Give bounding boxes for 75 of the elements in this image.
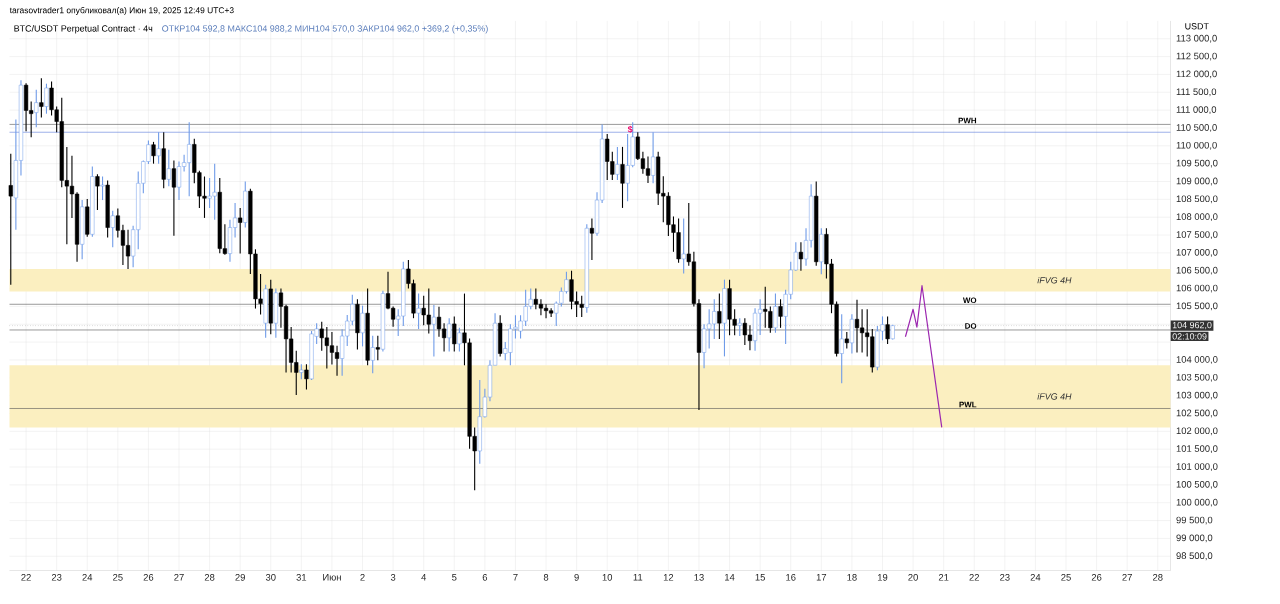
x-tick-label: 27 [1122,573,1132,581]
x-tick-label: 12 [663,573,674,581]
x-tick-label: 24 [1030,573,1041,581]
x-tick-label: 22 [969,573,980,581]
y-tick-label: 108 000,0 [1176,213,1218,221]
x-tick-label: 26 [143,573,154,581]
y-tick-label: 110 000,0 [1176,141,1217,150]
x-tick-label: 25 [1061,573,1071,581]
x-tick-label: 7 [513,573,518,581]
x-tick-label: 28 [1152,573,1163,581]
y-tick-label: 108 500,0 [1176,195,1218,204]
x-tick-label: 9 [574,573,579,581]
x-tick-label: 4 [421,573,427,581]
ref-line-label: 104 962,0 [1172,321,1212,330]
y-tick-label: 99 500,0 [1176,516,1213,525]
x-tick-label: 3 [390,573,396,581]
x-tick-label: 17 [816,573,827,581]
y-tick-label: 113 000,0 [1176,34,1217,43]
y-tick-label: 98 500,0 [1176,552,1213,560]
y-tick-label: 109 000,0 [1176,177,1218,186]
y-tick-label: 103 500,0 [1176,373,1218,382]
y-tick-label: 106 500,0 [1176,266,1218,275]
y-tick-label: 111 000,0 [1176,106,1217,114]
y-tick-label: 112 000,0 [1176,70,1217,79]
x-tick-label: 23 [1000,573,1010,581]
band-label: iFVG 4H [1037,392,1072,400]
y-tick-label: 99 000,0 [1176,534,1213,543]
y-tick-label: 101 500,0 [1176,445,1218,453]
x-tick-label: 21 [938,573,949,581]
x-tick-label: 29 [235,573,245,581]
y-tick-label: 102 500,0 [1176,409,1218,418]
text: 02:10:09 [1172,333,1207,340]
x-tick-label: 2 [360,573,365,581]
x-tick-label: 14 [725,573,735,581]
x-tick-label: 27 [174,573,184,581]
annotation: $ [627,125,633,133]
x-tick-label: 8 [543,573,549,581]
text: tarasovtrader1 опубликовал(а) Июн 19, 2025 12:49 UTC+3 [9,6,234,15]
y-tick-label: 110 500,0 [1176,123,1217,132]
y-tick-label: 100 500,0 [1176,480,1218,489]
x-tick-label: 18 [847,573,857,581]
band-label: iFVG 4H [1037,276,1072,284]
x-tick-label: 15 [755,573,765,581]
y-tick-label: 107 000,0 [1176,248,1218,257]
y-tick-label: 101 000,0 [1176,462,1218,471]
x-tick-label: 6 [482,573,488,581]
x-tick-label: 26 [1091,573,1102,581]
x-tick-label: 20 [908,573,918,581]
x-tick-label: 23 [51,573,62,581]
y-tick-label: 112 500,0 [1176,52,1217,61]
x-tick-label: 10 [602,573,613,581]
y-tick-label: 105 500,0 [1176,302,1218,311]
x-tick-label: 24 [82,573,93,581]
y-tick-label: 111 500,0 [1176,88,1217,96]
y-tick-label: 103 000,0 [1176,391,1218,400]
x-tick-label: 13 [694,573,704,581]
x-tick-label: Июн [323,573,341,581]
x-tick-label: 25 [113,573,123,581]
x-tick-label: 28 [204,573,215,581]
x-tick-label: 11 [633,573,643,581]
x-tick-label: 31 [296,573,307,581]
x-tick-label: 30 [265,573,276,581]
y-tick-label: 107 500,0 [1176,230,1218,239]
x-tick-label: 5 [452,573,457,581]
chart-subtitle: ОТКР104 592,8 МАКС104 988,2 МИН104 570,0 ЗАКР104 962,0 +369,2 (+0,35%) [162,24,488,34]
y-tick-label: 109 500,0 [1176,159,1218,168]
x-tick-label: 22 [21,573,31,581]
y-tick-label: 104 000,0 [1176,355,1218,364]
y-tick-label: 102 000,0 [1176,427,1218,436]
x-tick-label: 16 [786,573,796,581]
y-tick-label: 106 000,0 [1176,284,1218,293]
x-tick-label: 19 [877,573,888,581]
y-axis-title: USDT [1185,22,1209,30]
y-tick-label: 100 000,0 [1176,498,1218,507]
chart-title: BTC/USDT Perpetual Contract · 4ч [14,24,153,34]
